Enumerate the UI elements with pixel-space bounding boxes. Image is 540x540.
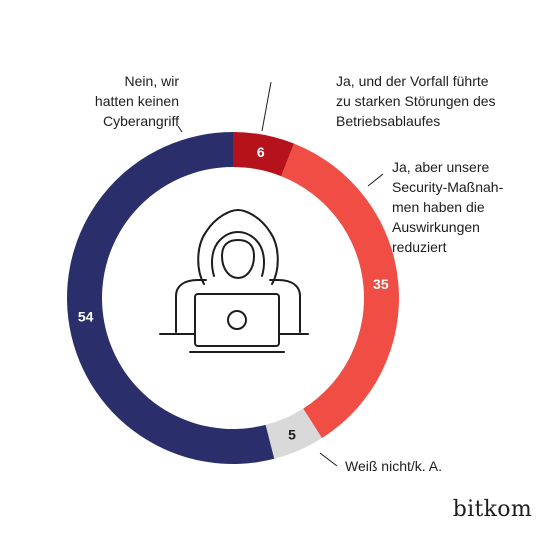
label-ja-stark-line-2: zu starken Störungen des [336,93,496,109]
donut-value-label-0: 6 [257,144,265,160]
label-ja-security-line-2: Security-Maßnah- [392,179,504,195]
label-nein-line-2: hatten keinen [94,93,179,109]
label-ja-security-line-1: Ja, aber unsere [392,159,490,175]
donut-value-label-3: 54 [78,309,94,325]
donut-slice-3 [66,132,275,464]
label-nein: Nein, wir hatten keinen Cyberangriff [95,71,179,131]
label-nein-line-3: Cyberangriff [102,113,179,129]
leader-line-ja-stark [261,81,272,132]
leader-line-ja-security [367,173,384,187]
donut-slice-1 [281,143,399,439]
donut-value-label-2: 5 [288,426,296,442]
label-ja-security-line-3: men haben die [392,199,485,215]
donut-slice-2 [265,408,322,459]
label-weiss-line-1: Weiß nicht/k. A. [345,458,442,474]
donut-slice-0 [233,132,295,177]
label-ja-security: Ja, aber unsere Security-Maßnah- men hab… [392,157,503,257]
label-nein-line-1: Nein, wir [124,73,179,89]
label-ja-security-line-5: reduziert [392,239,447,255]
leader-line-nein [177,125,183,133]
label-ja-stark-line-3: Betriebsablaufes [336,113,441,129]
donut-value-label-1: 35 [373,276,389,292]
label-ja-security-line-4: Auswirkungen [392,219,480,235]
label-ja-stark-line-1: Ja, und der Vorfall führte [336,73,489,89]
bitkom-logo: bitkom [452,497,532,522]
leader-line-weiss [319,452,338,467]
hacker-laptop-icon [159,209,309,353]
label-ja-stark: Ja, und der Vorfall führte zu starken St… [336,71,496,131]
label-weiss: Weiß nicht/k. A. [345,456,442,476]
